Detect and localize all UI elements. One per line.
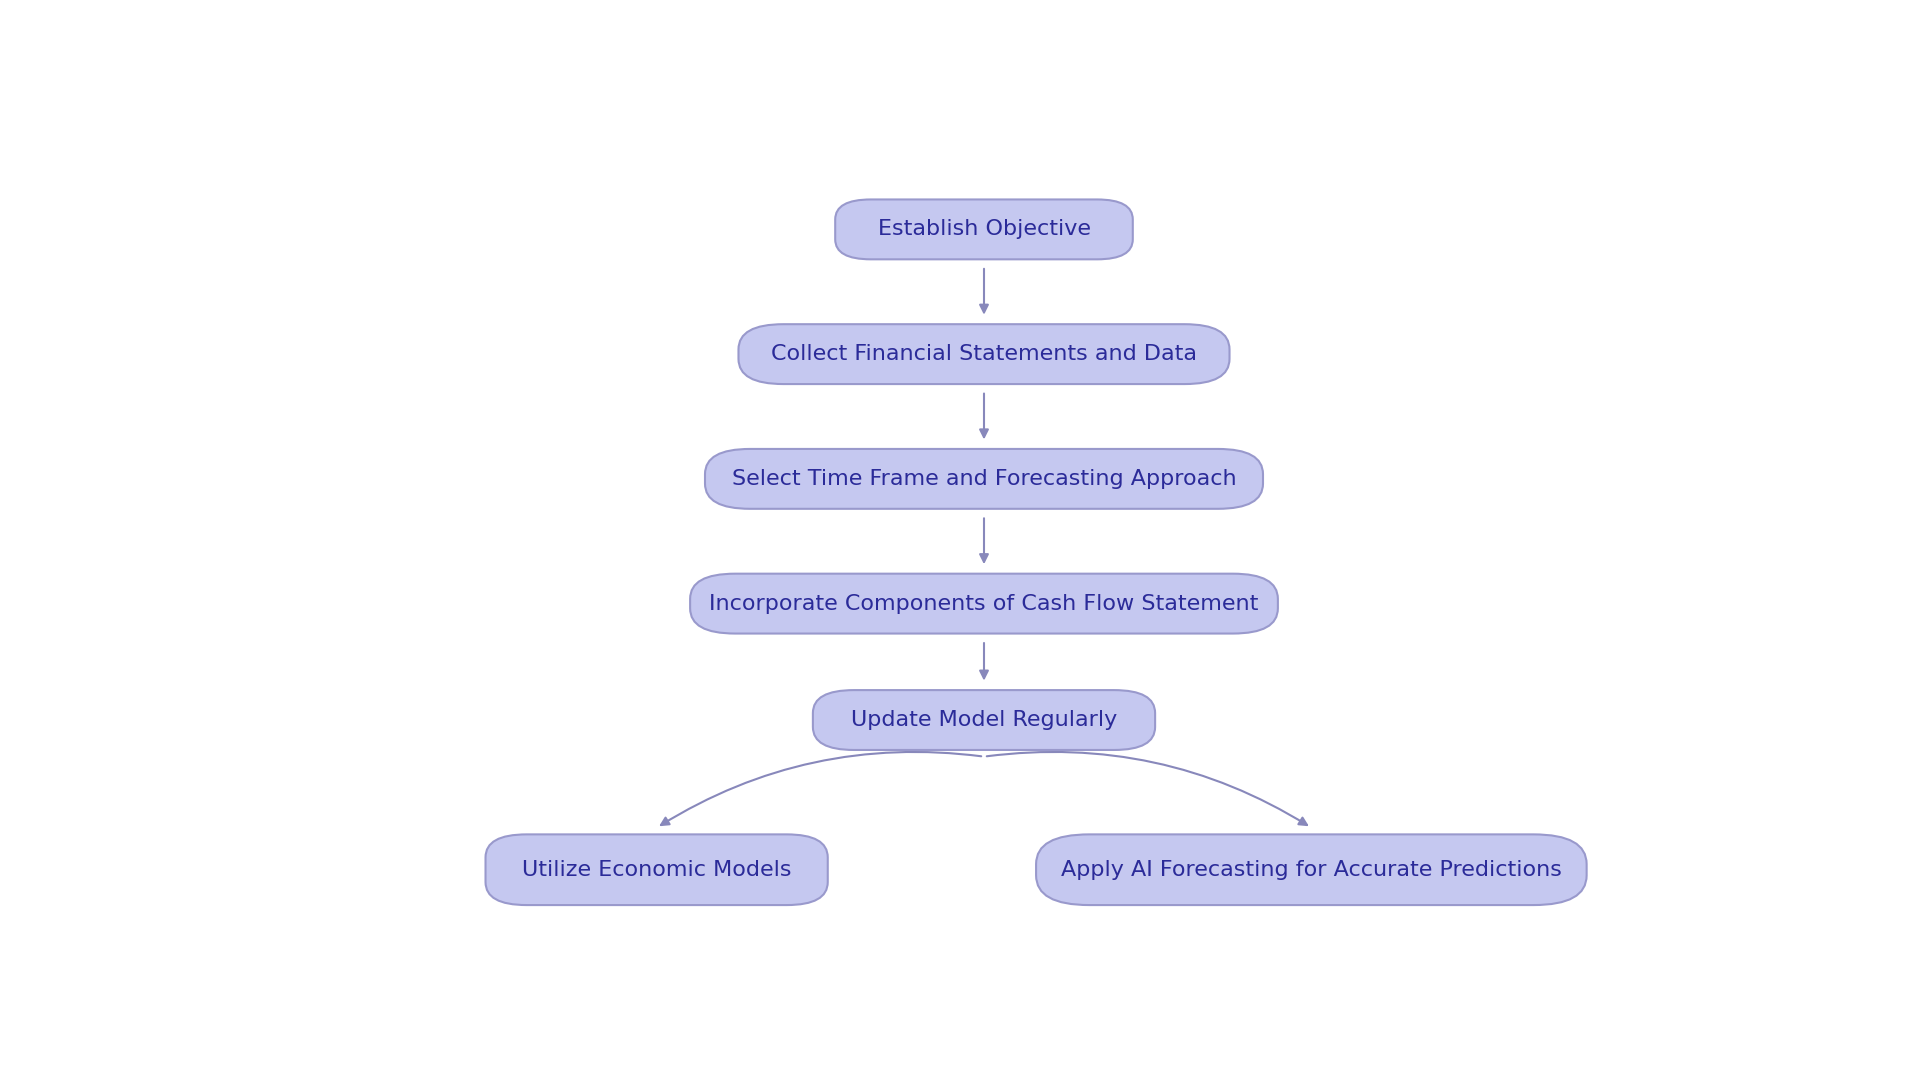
FancyBboxPatch shape bbox=[705, 449, 1263, 509]
FancyBboxPatch shape bbox=[812, 690, 1156, 750]
FancyBboxPatch shape bbox=[689, 573, 1279, 634]
Text: Incorporate Components of Cash Flow Statement: Incorporate Components of Cash Flow Stat… bbox=[708, 594, 1260, 613]
FancyBboxPatch shape bbox=[1037, 835, 1586, 905]
FancyBboxPatch shape bbox=[739, 324, 1229, 384]
Text: Select Time Frame and Forecasting Approach: Select Time Frame and Forecasting Approa… bbox=[732, 469, 1236, 489]
Text: Collect Financial Statements and Data: Collect Financial Statements and Data bbox=[772, 345, 1196, 364]
Text: Establish Objective: Establish Objective bbox=[877, 219, 1091, 240]
Text: Utilize Economic Models: Utilize Economic Models bbox=[522, 860, 791, 880]
FancyBboxPatch shape bbox=[835, 200, 1133, 259]
Text: Update Model Regularly: Update Model Regularly bbox=[851, 710, 1117, 730]
FancyBboxPatch shape bbox=[486, 835, 828, 905]
Text: Apply AI Forecasting for Accurate Predictions: Apply AI Forecasting for Accurate Predic… bbox=[1062, 860, 1561, 880]
